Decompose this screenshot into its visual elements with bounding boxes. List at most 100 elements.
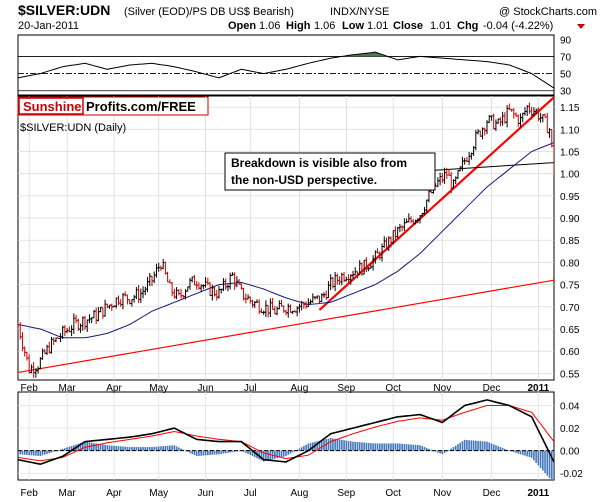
macd-histogram-bar [262,450,265,462]
macd-histogram-bar [39,450,42,457]
macd-histogram-bar [336,439,339,451]
annotation-box: Breakdown is visible also from the non-U… [224,152,436,191]
macd-histogram-bar [352,441,354,451]
macd-histogram-bar [269,450,272,460]
macd-histogram-bar [157,446,160,451]
macd-histogram-bar [300,447,303,451]
macd-histogram-bar [374,443,377,451]
month-tick-label: Nov [433,488,451,499]
macd-histogram-bar [202,450,205,456]
macd-histogram-bar [548,450,551,479]
macd-histogram-bar [410,444,412,451]
month-tick-label: Oct [385,488,401,499]
logo-part1: Sunshine [23,99,82,114]
macd-histogram-bar [77,443,80,451]
macd-histogram-bar [124,446,126,451]
macd-histogram-bar [347,440,350,451]
macd-histogram-bar [220,450,223,454]
macd-histogram-bar [198,450,200,456]
macd-histogram-bar [32,450,35,456]
macd-histogram-bar [448,449,450,451]
macd-histogram-bar [166,445,169,451]
month-tick-label: Jun [198,383,214,394]
macd-histogram-bar [224,450,227,454]
macd-histogram-bar [274,450,276,459]
macd-histogram-bar [530,450,533,458]
macd-histogram-bar [499,447,502,451]
macd-histogram-bar [524,450,526,456]
chg-value: -0.04 (-4.22%) [483,20,553,32]
macd-histogram-bar [99,444,102,451]
open-label: Open [228,20,256,32]
macd-histogram-bar [26,450,28,455]
macd-histogram-bar [483,441,486,451]
macd-histogram-bar [349,441,352,451]
macd-histogram-bar [90,442,93,451]
macd-histogram-bar [289,450,292,454]
macd-histogram-bar [193,450,196,455]
macd-histogram-bar [186,450,189,452]
rsi-line [18,51,554,89]
month-tick-label: Apr [106,383,122,394]
macd-histogram-bar [253,450,256,458]
macd-histogram-bar [392,443,394,451]
macd-histogram-bar [361,442,363,451]
macd-histogram-bar [457,444,459,451]
macd-histogram-bar [385,443,388,451]
macd-histogram-bar [379,443,381,451]
annotation-line-1: Breakdown is visible also from [231,156,407,170]
macd-histogram-bar [533,450,535,461]
macd-histogram-bar [175,446,178,451]
macd-histogram-bar [30,450,33,456]
macd-histogram-bar [48,450,51,454]
price-panel [17,95,555,381]
logo-red-box [18,97,84,115]
macd-histogram-bar [383,443,386,451]
macd-histogram-bar [439,450,441,454]
macd-histogram-bar [399,443,401,451]
macd-histogram-bar [452,447,455,451]
macd-histogram-bar [403,443,406,451]
macd-histogram-bar [140,447,142,451]
macd-histogram-bar [517,450,520,454]
macd-histogram-bar [135,447,138,451]
month-tick-label: Jul [244,488,257,499]
macd-histogram-bar [79,443,82,451]
logo-part2: Profits.com/FREE [86,99,196,114]
month-tick-label: Mar [59,488,77,499]
macd-histogram-bar [211,450,214,455]
macd-histogram-bar [394,443,397,451]
macd-histogram-bar [81,442,84,451]
macd-histogram-bar [425,447,428,451]
macd-histogram-bar [247,450,249,454]
macd-histogram-bar [488,442,491,451]
month-tick-label: Dec [483,383,501,394]
high-value: 1.06 [314,20,335,32]
macd-histogram-bar [504,448,506,451]
macd-histogram-bar [463,439,466,451]
rsi-axis: 30 50 70 90 [560,35,572,97]
macd-histogram-bar [258,450,260,460]
macd-signal-line [18,405,554,462]
close-value: 1.01 [430,20,451,32]
macd-histogram-bar [37,450,39,456]
macd-histogram-bar [479,441,482,451]
macd-histogram-bar [28,450,30,456]
macd-histogram-bar [218,450,220,455]
macd-histogram-bar [144,447,147,451]
macd-histogram-bar [169,445,171,451]
price-axis: 0.55 0.60 0.65 0.70 0.75 0.80 0.85 0.90 0.95 1.00… [560,103,580,380]
rsi-tick-label: 90 [560,35,572,46]
macd-histogram-bar [477,440,479,451]
macd-histogram-bar [265,450,267,461]
macd-histogram-bar [341,439,343,451]
month-tick-label: 2011 [528,488,550,499]
macd-histogram-bar [542,450,544,471]
macd-histogram-bar [108,445,111,451]
macd-histogram-bar [535,450,537,463]
macd-histogram-bar [155,446,158,451]
macd-histogram-bar [441,450,444,455]
macd-histogram-bar [546,450,549,476]
macd-histogram-bar [423,447,426,451]
